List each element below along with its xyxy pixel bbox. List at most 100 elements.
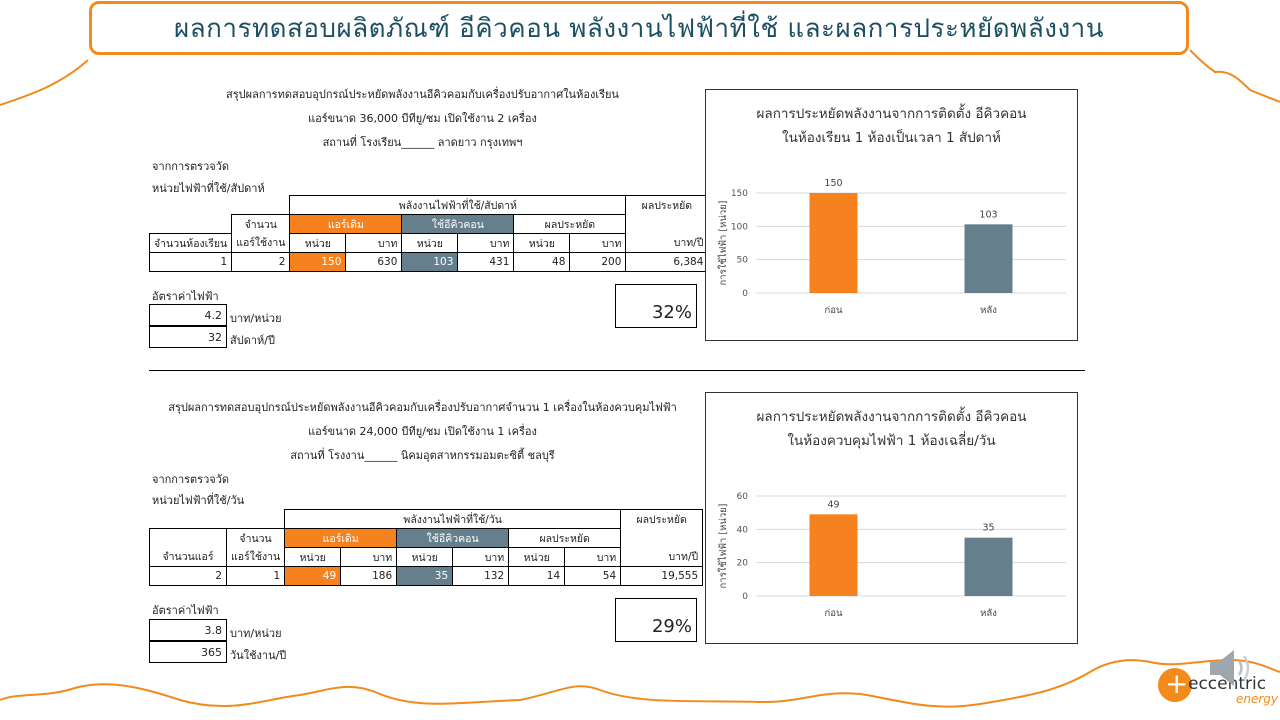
section1-rate-label: อัตราค่าไฟฟ้า [152, 290, 219, 303]
section1-group-header: พลังงานไฟฟ้าที่ใช้/สัปดาห์ [289, 195, 627, 215]
unit-col: หน่วย [513, 233, 571, 253]
chart-2-title: ผลการประหยัดพลังงานจากการติดตั้ง อีคิวคอ… [756, 409, 1027, 425]
y-tick-label: 60 [737, 492, 749, 502]
section1-heading-line3: สถานที่ โรงเรียน______ ลาดยาว กรุงเทพฯ [322, 136, 523, 149]
bar [964, 224, 1013, 293]
section1-saving-subheader: ผลประหยัด [513, 214, 627, 234]
table-cell: 35 [396, 566, 454, 586]
baht-year-col: บาท/ปี [620, 547, 704, 567]
section1-note-measure: จากการตรวจวัด [152, 160, 230, 173]
baht-col: บาท [345, 233, 403, 253]
section2-saving-percent: 29% [615, 598, 697, 642]
table-cell: 431 [457, 252, 515, 272]
table-cell: 630 [345, 252, 403, 272]
bar [809, 514, 858, 596]
chart-2-subtitle: ในห้องควบคุมไฟฟ้า 1 ห้องเฉลี่ย/วัน [787, 433, 996, 449]
table-cell: 2 [149, 566, 227, 586]
data-label: 49 [827, 499, 839, 510]
section2-period-unit: วันใช้งาน/ปี [230, 649, 287, 662]
section2-saving-header: ผลประหยัด [620, 509, 704, 529]
table-cell: 103 [401, 252, 459, 272]
y-tick-label: 0 [742, 592, 748, 602]
section2-group-header: พลังงานไฟฟ้าที่ใช้/วัน [284, 509, 622, 529]
table-cell: 49 [284, 566, 342, 586]
section2-rate-unit: บาท/หน่วย [230, 627, 282, 640]
section1-rate-value: 4.2 [149, 304, 227, 326]
section1-heading-line1: สรุปผลการทดสอบอุปกรณ์ประหยัดพลังงานอีคิว… [226, 88, 619, 101]
y-tick-label: 50 [737, 256, 749, 266]
chart-1-title: ผลการประหยัดพลังงานจากการติดตั้ง อีคิวคอ… [756, 106, 1027, 122]
bar [964, 537, 1013, 596]
section2-saving-subheader: ผลประหยัด [508, 528, 622, 548]
table-cell: 54 [564, 566, 622, 586]
section1-room-col: จำนวนห้องเรียน [148, 233, 233, 253]
y-tick-label: 150 [731, 189, 748, 199]
bar [809, 193, 858, 293]
section1-note-unit: หน่วยไฟฟ้าที่ใช้/สัปดาห์ [152, 182, 265, 195]
baht-year-col: บาท/ปี [625, 233, 709, 253]
table-cell: 2 [231, 252, 291, 272]
section2-note-unit: หน่วยไฟฟ้าที่ใช้/วัน [152, 494, 245, 507]
table-cell: 200 [569, 252, 627, 272]
chart-1-subtitle: ในห้องเรียน 1 ห้องเป็นเวลา 1 สัปดาห์ [782, 130, 1001, 146]
data-label: 150 [824, 178, 842, 189]
x-tick-label: ก่อน [825, 305, 843, 316]
table-cell: 132 [452, 566, 510, 586]
chart-2-plot: 0 20 40 60 การใช้ไฟฟ้า [หน่วย] 49 ก่อน 35 หลัง [717, 492, 1066, 619]
baht-col: บาท [457, 233, 515, 253]
section2-device-header: ใช้อีคิวคอน [396, 528, 510, 548]
unit-col: หน่วย [401, 233, 459, 253]
logo-circle [1158, 668, 1192, 702]
speaker-icon[interactable] [1206, 646, 1256, 690]
section1-heading-line2: แอร์ขนาด 36,000 บีทียู/ชม เปิดใช้งาน 2 เ… [308, 112, 537, 125]
unit-col: หน่วย [284, 547, 342, 567]
section1-count-label: จำนวน [231, 214, 291, 234]
unit-col: หน่วย [289, 233, 347, 253]
section1-table: พลังงานไฟฟ้าที่ใช้/สัปดาห์ ผลประหยัด จำน… [148, 195, 709, 272]
section1-original-header: แอร์เดิม [289, 214, 403, 234]
page-title: ผลการทดสอบผลิตภัณฑ์ อีคิวคอน พลังงานไฟฟ้… [89, 1, 1189, 55]
data-label: 35 [982, 523, 994, 534]
section2-heading-line2: แอร์ขนาด 24,000 บีทียู/ชม เปิดใช้งาน 1 เ… [308, 425, 537, 438]
section2-ac-col: แอร์ใช้งาน [225, 547, 286, 567]
x-tick-label: หลัง [980, 608, 997, 619]
table-cell: 14 [508, 566, 566, 586]
section1-saving-percent: 32% [615, 284, 697, 328]
section2-heading-line1: สรุปผลการทดสอบอุปกรณ์ประหยัดพลังงานอีคิว… [168, 401, 677, 414]
y-axis-label: การใช้ไฟฟ้า [หน่วย] [717, 504, 729, 589]
table-cell: 1 [148, 252, 233, 272]
chart-1: ผลการประหยัดพลังงานจากการติดตั้ง อีคิวคอ… [705, 89, 1078, 341]
section2-rate-value: 3.8 [149, 619, 227, 641]
baht-col: บาท [452, 547, 510, 567]
section2-room-col: จำนวนแอร์ [149, 547, 227, 567]
table-cell: 186 [340, 566, 398, 586]
section2-note-measure: จากการตรวจวัด [152, 473, 230, 486]
section2-count-label: จำนวน [225, 528, 286, 548]
data-label: 103 [979, 209, 997, 220]
y-tick-label: 40 [737, 525, 749, 535]
section1-saving-header: ผลประหยัด [625, 195, 709, 215]
plus-icon: + [1165, 667, 1189, 700]
section2-period-value: 365 [149, 641, 227, 663]
table-cell: 6,384 [625, 252, 709, 272]
section1-ac-col: แอร์ใช้งาน [231, 233, 291, 253]
unit-col: หน่วย [396, 547, 454, 567]
table-cell: 150 [289, 252, 347, 272]
y-tick-label: 0 [742, 289, 748, 299]
baht-col: บาท [564, 547, 622, 567]
section2-table: พลังงานไฟฟ้าที่ใช้/วัน ผลประหยัด จำนวน แ… [149, 509, 704, 586]
section1-rate-unit: บาท/หน่วย [230, 312, 282, 325]
y-tick-label: 20 [737, 559, 749, 569]
chart-2: ผลการประหยัดพลังงานจากการติดตั้ง อีคิวคอ… [705, 392, 1078, 644]
baht-col: บาท [569, 233, 627, 253]
y-axis-label: การใช้ไฟฟ้า [หน่วย] [717, 201, 729, 286]
table-cell: 48 [513, 252, 571, 272]
section1-period-unit: สัปดาห์/ปี [230, 334, 275, 347]
x-tick-label: หลัง [980, 305, 997, 316]
unit-col: หน่วย [508, 547, 566, 567]
section1-device-header: ใช้อีคิวคอน [401, 214, 515, 234]
section-divider [149, 370, 1085, 371]
section2-heading-line3: สถานที่ โรงงาน______ นิคมอุตสาหกรรมอมตะซ… [290, 449, 555, 462]
